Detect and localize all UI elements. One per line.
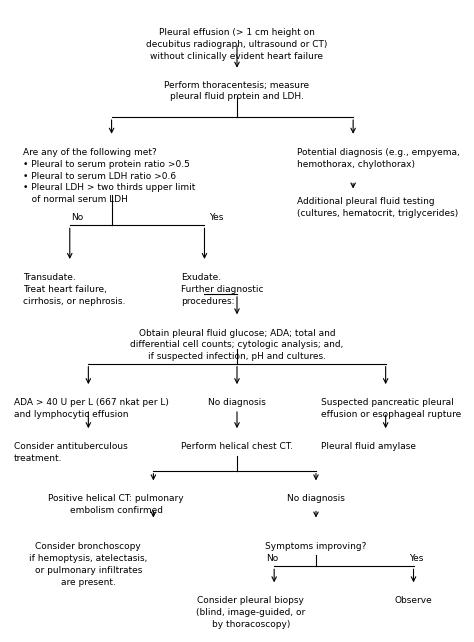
Text: No diagnosis: No diagnosis [287, 494, 345, 503]
Text: Yes: Yes [209, 213, 224, 221]
Text: Potential diagnosis (e.g., empyema,
hemothorax, chylothorax): Potential diagnosis (e.g., empyema, hemo… [297, 148, 460, 169]
Text: Are any of the following met?
• Pleural to serum protein ratio >0.5
• Pleural to: Are any of the following met? • Pleural … [23, 148, 196, 204]
Text: ADA > 40 U per L (667 nkat per L)
and lymphocytic effusion: ADA > 40 U per L (667 nkat per L) and ly… [14, 398, 169, 419]
Text: Consider pleural biopsy
(blind, image-guided, or
by thoracoscopy): Consider pleural biopsy (blind, image-gu… [196, 596, 306, 629]
Text: Perform helical chest CT.: Perform helical chest CT. [181, 442, 293, 451]
Text: Pleural effusion (> 1 cm height on
decubitus radiograph, ultrasound or CT)
witho: Pleural effusion (> 1 cm height on decub… [146, 28, 328, 61]
Text: Additional pleural fluid testing
(cultures, hematocrit, triglycerides): Additional pleural fluid testing (cultur… [297, 197, 459, 218]
Text: Observe: Observe [395, 596, 432, 605]
Text: Obtain pleural fluid glucose; ADA; total and
differential cell counts; cytologic: Obtain pleural fluid glucose; ADA; total… [130, 329, 344, 361]
Text: Perform thoracentesis; measure
pleural fluid protein and LDH.: Perform thoracentesis; measure pleural f… [164, 81, 310, 101]
Text: No diagnosis: No diagnosis [208, 398, 266, 407]
Text: Symptoms improving?: Symptoms improving? [265, 542, 367, 551]
Text: No: No [266, 553, 279, 562]
Text: Suspected pancreatic pleural
effusion or esophageal rupture: Suspected pancreatic pleural effusion or… [320, 398, 461, 419]
Text: No: No [72, 213, 84, 221]
Text: Consider bronchoscopy
if hemoptysis, atelectasis,
or pulmonary infiltrates
are p: Consider bronchoscopy if hemoptysis, ate… [29, 542, 147, 587]
Text: Exudate.
Further diagnostic
procedures:: Exudate. Further diagnostic procedures: [181, 273, 264, 306]
Text: Transudate.
Treat heart failure,
cirrhosis, or nephrosis.: Transudate. Treat heart failure, cirrhos… [23, 273, 126, 306]
Text: Consider antituberculous
treatment.: Consider antituberculous treatment. [14, 442, 128, 463]
Text: Yes: Yes [409, 553, 423, 562]
Text: Positive helical CT: pulmonary
embolism confirmed: Positive helical CT: pulmonary embolism … [48, 494, 184, 515]
Text: Pleural fluid amylase: Pleural fluid amylase [320, 442, 416, 451]
